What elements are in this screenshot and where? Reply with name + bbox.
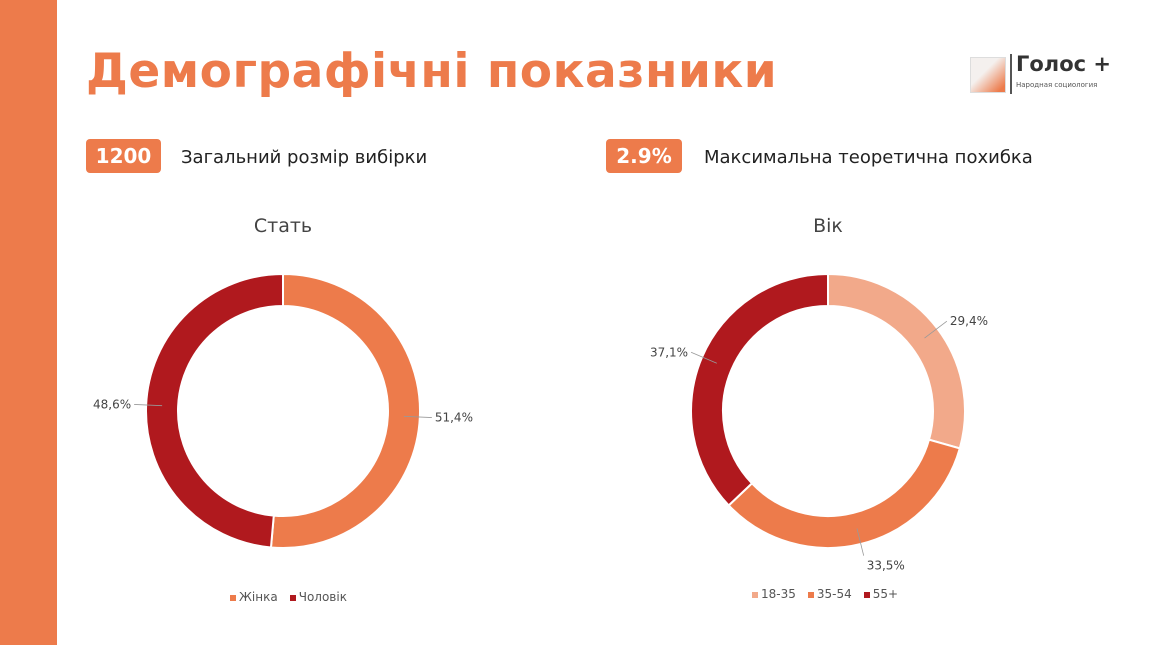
error-label: Максимальна теоретична похибка <box>704 147 1033 168</box>
legend-item: 35-54 <box>807 587 852 601</box>
legend-swatch <box>807 591 814 598</box>
legend-item: Чоловік <box>289 590 347 604</box>
leader-line <box>134 404 163 407</box>
legend-label: 55+ <box>872 587 899 601</box>
donut-slice-35-54 <box>727 438 962 549</box>
legend-label: 18-35 <box>761 587 796 601</box>
data-label: 51,4% <box>435 411 473 425</box>
leader-line <box>924 320 948 339</box>
legend-swatch <box>752 591 758 598</box>
logo-icon <box>970 57 1006 93</box>
donut-slice-55+ <box>690 272 829 507</box>
legend-label: Чоловік <box>298 590 347 604</box>
data-label: 48,6% <box>93 397 131 411</box>
data-label: 33,5% <box>867 559 905 573</box>
donut-slice-18-35 <box>827 272 966 450</box>
legend-gender: Жінка Чоловік <box>230 590 347 604</box>
legend-item: 18-35 <box>752 587 796 601</box>
page-title: Демографічні показники <box>86 44 778 99</box>
chart-title-age: Вік <box>813 215 843 237</box>
logo-name: Голос + <box>1016 52 1111 76</box>
legend-swatch <box>289 594 296 601</box>
logo-divider <box>1010 54 1012 94</box>
legend-label: Жінка <box>239 590 278 604</box>
sample-size-label: Загальний розмір вибірки <box>181 147 428 168</box>
legend-swatch <box>863 591 870 598</box>
data-label: 37,1% <box>650 345 688 359</box>
legend-item: 55+ <box>863 587 899 601</box>
data-label: 29,4% <box>950 314 988 328</box>
chart-title-gender: Стать <box>253 215 313 237</box>
sample-size-badge: 1200 <box>86 139 161 173</box>
legend-swatch <box>230 594 236 601</box>
leader-line <box>403 415 432 418</box>
legend-age: 18-35 35-54 55+ <box>752 587 898 601</box>
sidebar-accent <box>0 0 57 645</box>
logo: Голос + Народная социология <box>968 52 1118 96</box>
error-badge: 2.9% <box>606 139 682 173</box>
legend-label: 35-54 <box>816 587 852 601</box>
donut-slice-Жінка <box>269 272 421 549</box>
leader-line <box>690 351 717 364</box>
legend-item: Жінка <box>230 590 278 604</box>
donut-slice-Чоловік <box>145 272 284 549</box>
leader-line <box>856 528 865 556</box>
logo-subtitle: Народная социология <box>1016 81 1098 89</box>
